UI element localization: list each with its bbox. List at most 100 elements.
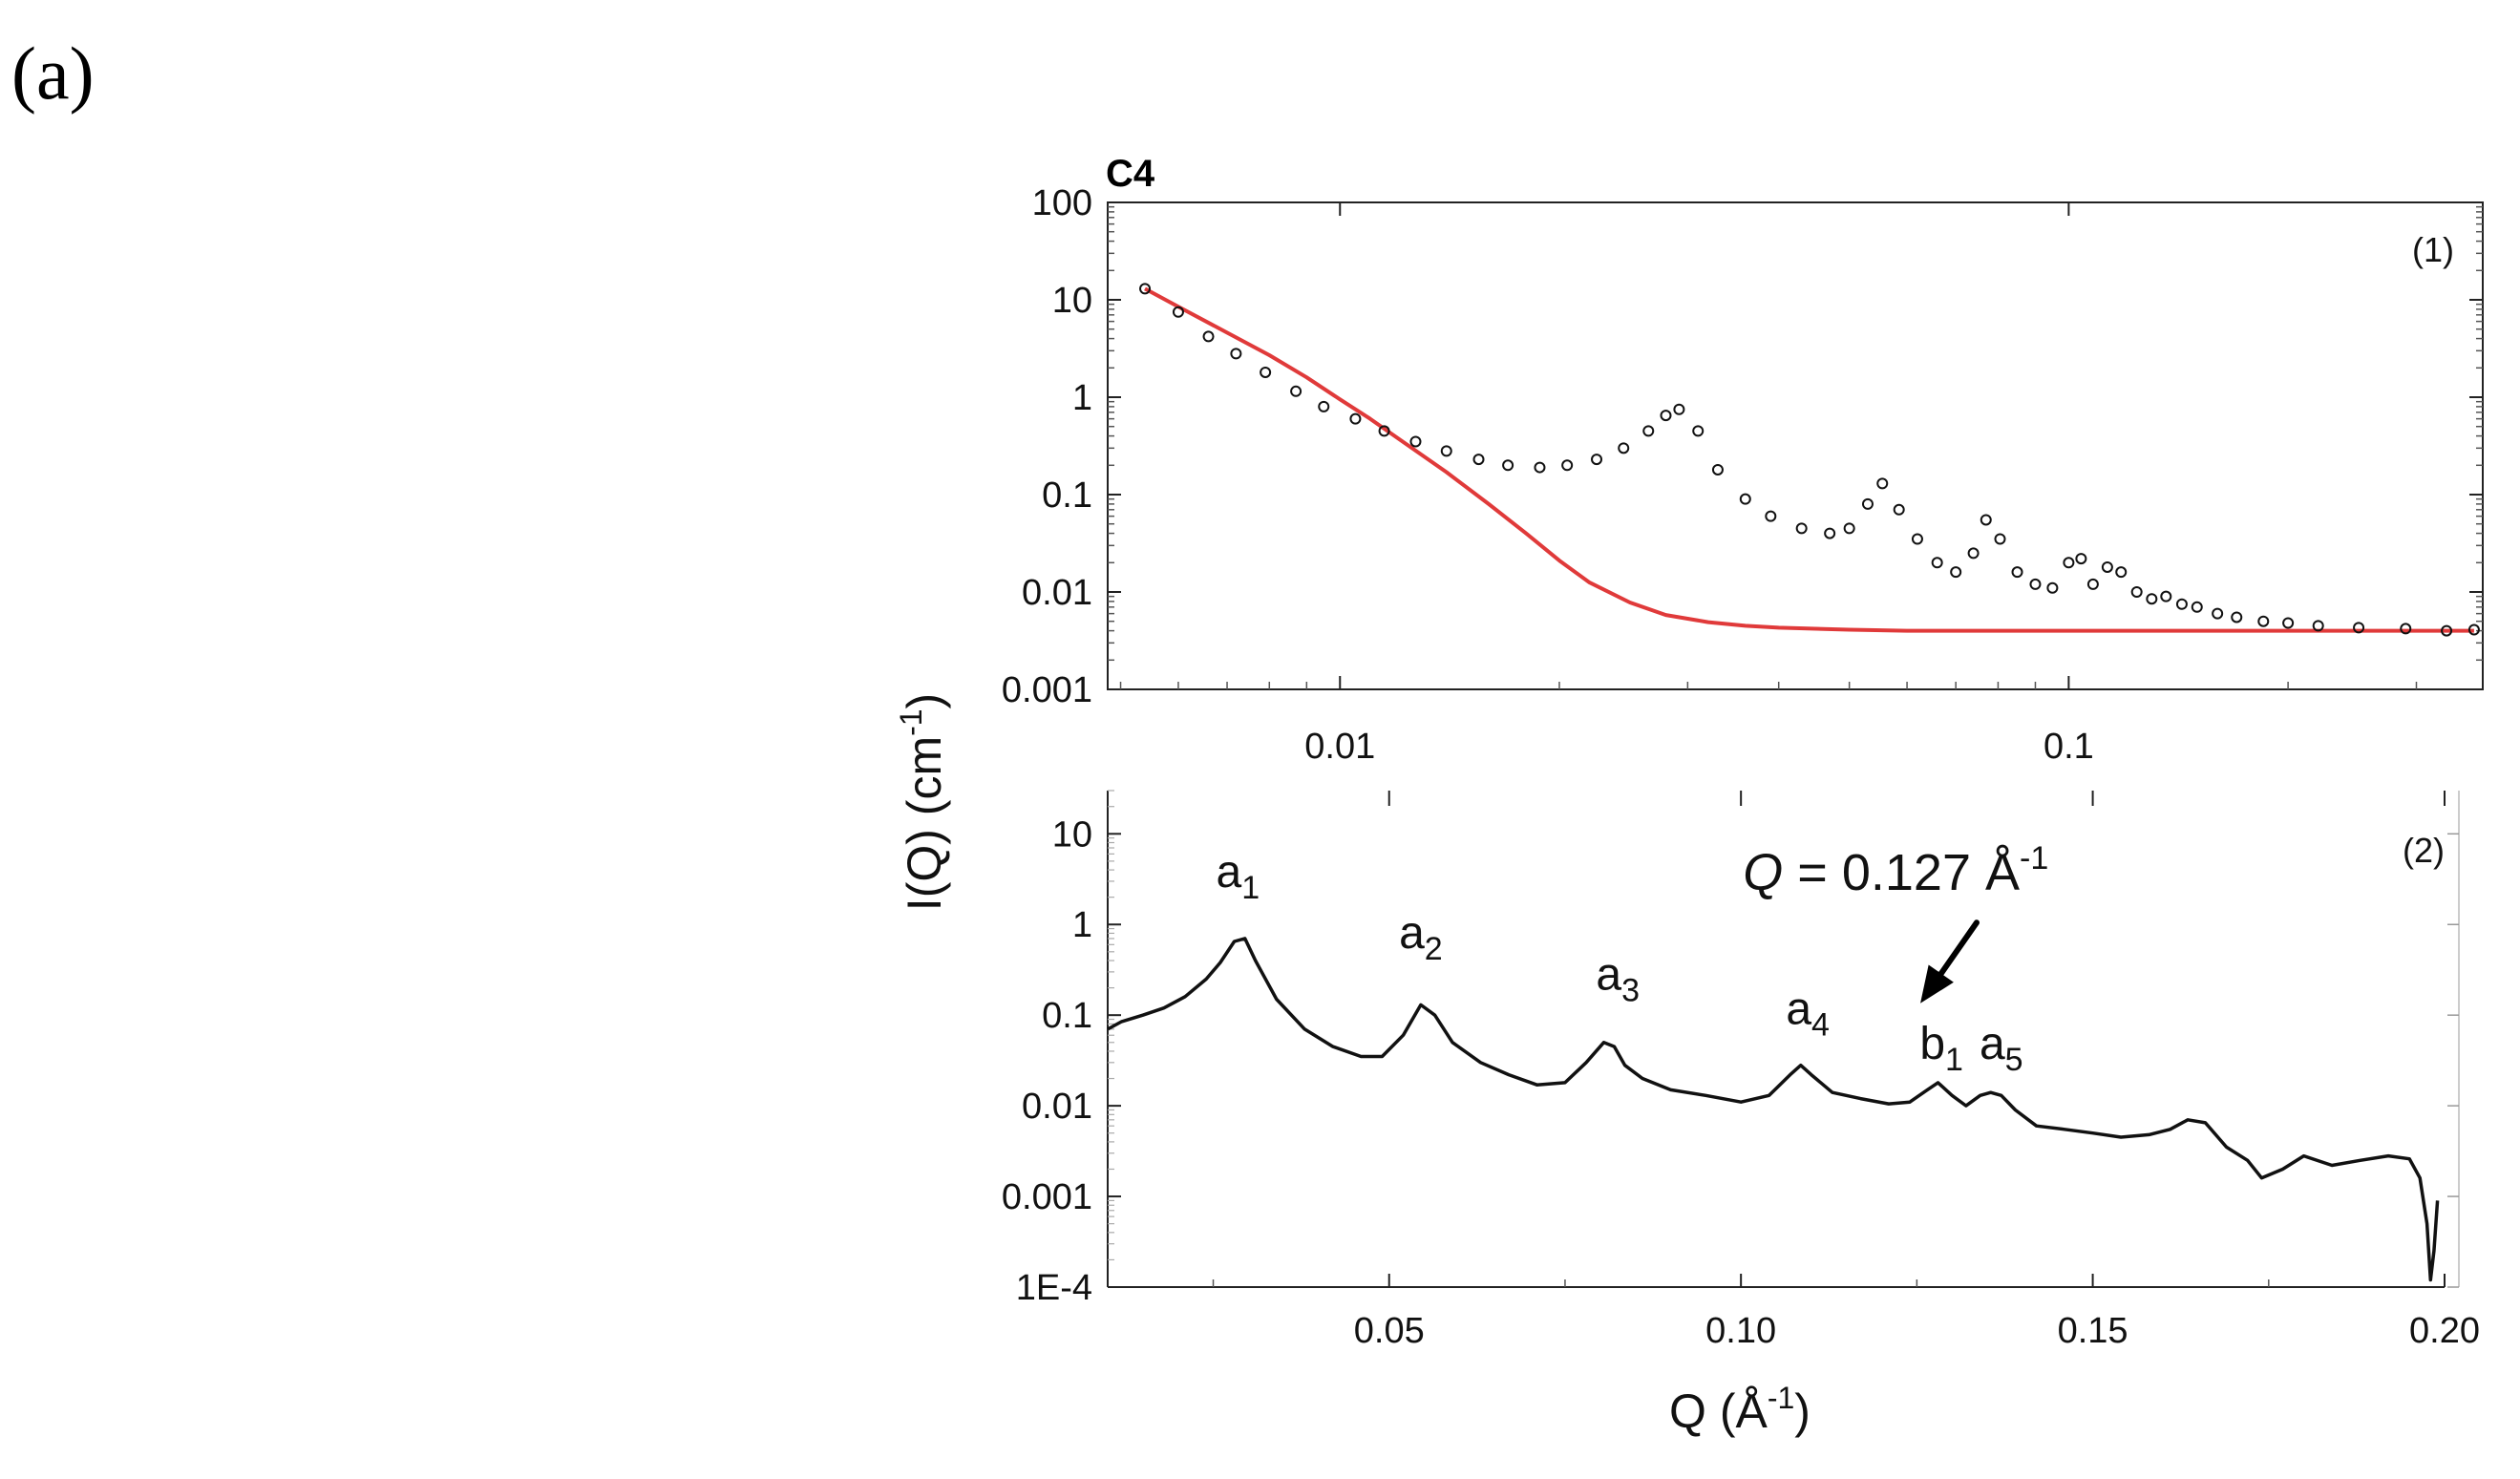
panel-2-line-series (1107, 937, 2440, 1282)
panel-1-frame (1107, 201, 2484, 690)
data-point (2011, 566, 2023, 579)
data-point (2400, 623, 2412, 635)
data-point (2212, 607, 2224, 620)
y-tick-label: 1E-4 (1016, 1268, 1092, 1308)
x-tick-label: 0.15 (2058, 1311, 2128, 1351)
x-tick-label: 0.20 (2409, 1311, 2480, 1351)
chart-title: C4 (1106, 153, 1155, 195)
x-tick-label: 0.01 (1304, 727, 1375, 767)
peak-label: a1 (1217, 847, 1260, 906)
data-point (1980, 514, 1992, 526)
panel-1-ticks: 100 10 1 0.1 0.01 0.001 0.01 0.1 (1002, 183, 2483, 767)
data-point (2257, 615, 2270, 627)
y-tick-label: 0.1 (1042, 475, 1092, 516)
peak-label: a4 (1786, 983, 1830, 1043)
peak-label: a2 (1399, 908, 1443, 967)
data-point (1502, 459, 1514, 472)
peak-label: a5 (1980, 1019, 2023, 1078)
data-point (1843, 522, 1855, 535)
data-point (1739, 493, 1751, 505)
data-point (2130, 586, 2143, 598)
y-tick-label: 1 (1072, 378, 1092, 418)
data-point (1534, 461, 1546, 474)
q-annotation: Q = 0.127 Å-1 (1743, 840, 2048, 901)
x-tick-label: 0.10 (1705, 1311, 1776, 1351)
data-point (2115, 566, 2128, 579)
data-point (2231, 611, 2243, 623)
data-point (1618, 442, 1630, 454)
data-point (1950, 566, 1962, 579)
panel-2-ticks: 10 1 0.1 0.01 0.001 1E-4 0.05 0.10 0.15 0.20 (1002, 790, 2480, 1351)
y-tick-label: 0.1 (1042, 996, 1092, 1036)
fit-curve (1144, 286, 2474, 633)
data-point (1139, 283, 1152, 295)
data-point (2146, 593, 2158, 605)
y-tick-label: 100 (1032, 183, 1092, 223)
data-point (1561, 459, 1574, 472)
data-point (2312, 620, 2324, 632)
data-point (1290, 385, 1302, 397)
arrow-shaft (1938, 919, 1980, 977)
panel-1-data-series (1139, 283, 2480, 637)
panel-2-annotation: Q = 0.127 Å-1 (1743, 840, 2048, 1004)
data-point (1202, 330, 1215, 343)
data-point (2160, 590, 2172, 602)
panel-1-fit-series (1144, 286, 2474, 633)
panel-1-log-log-plot: C4 (1) 100 10 1 0.1 0.01 0.001 0.01 0.1 (1002, 153, 2484, 767)
y-tick-label: 0.01 (1022, 1087, 1092, 1127)
data-point (2075, 553, 2087, 565)
data-point (1349, 412, 1362, 425)
data-point (1893, 503, 1905, 516)
x-axis-title: Q (Å-1) (1669, 1381, 1811, 1438)
data-point (1642, 425, 1655, 437)
data-point (1824, 527, 1836, 539)
data-point (1440, 445, 1452, 457)
data-point (2101, 560, 2113, 573)
y-tick-label: 1 (1072, 905, 1092, 945)
data-point (2467, 623, 2480, 636)
data-point (2191, 601, 2203, 613)
data-point (2086, 578, 2099, 590)
x-tick-label: 0.1 (2044, 727, 2094, 767)
data-point (1260, 366, 1272, 378)
y-tick-label: 10 (1052, 814, 1092, 855)
data-point (1409, 435, 1422, 448)
data-point (1911, 533, 1923, 545)
data-point (1472, 454, 1485, 466)
y-axis-title: I(Q) (cm-1) (894, 693, 951, 911)
panel-2-number: (2) (2403, 831, 2445, 870)
peak-label: b1 (1919, 1019, 1963, 1078)
data-point (1876, 477, 1889, 490)
y-tick-label: 0.001 (1002, 670, 1092, 710)
panel-label: (a) (11, 32, 95, 115)
data-point (1673, 403, 1685, 415)
data-point (2046, 581, 2059, 594)
data-point (2282, 617, 2295, 629)
panel-2-peak-labels: a1 a2 a3 a4 b1 a5 (1217, 847, 2023, 1078)
data-point (1861, 497, 1874, 510)
arrow-head (1920, 964, 1954, 1004)
data-point (1591, 454, 1603, 466)
data-point (1660, 410, 1672, 422)
profile-line (1107, 937, 2440, 1282)
data-point (2441, 624, 2453, 637)
data-point (1172, 306, 1184, 318)
panel-1-number: (1) (2412, 230, 2454, 269)
data-point (2063, 557, 2075, 569)
data-point (1230, 348, 1242, 360)
data-point (1931, 557, 1943, 569)
data-point (2353, 622, 2365, 634)
peak-label: a3 (1596, 950, 1640, 1009)
data-point (1795, 522, 1808, 535)
y-tick-label: 0.01 (1022, 573, 1092, 613)
data-point (1692, 425, 1705, 437)
data-point (1967, 547, 1980, 560)
y-tick-label: 0.001 (1002, 1177, 1092, 1217)
data-point (1994, 533, 2006, 545)
data-point (2175, 598, 2188, 610)
data-point (1318, 400, 1330, 412)
y-tick-label: 10 (1052, 281, 1092, 321)
data-point (2029, 578, 2042, 590)
data-point (1711, 463, 1724, 475)
